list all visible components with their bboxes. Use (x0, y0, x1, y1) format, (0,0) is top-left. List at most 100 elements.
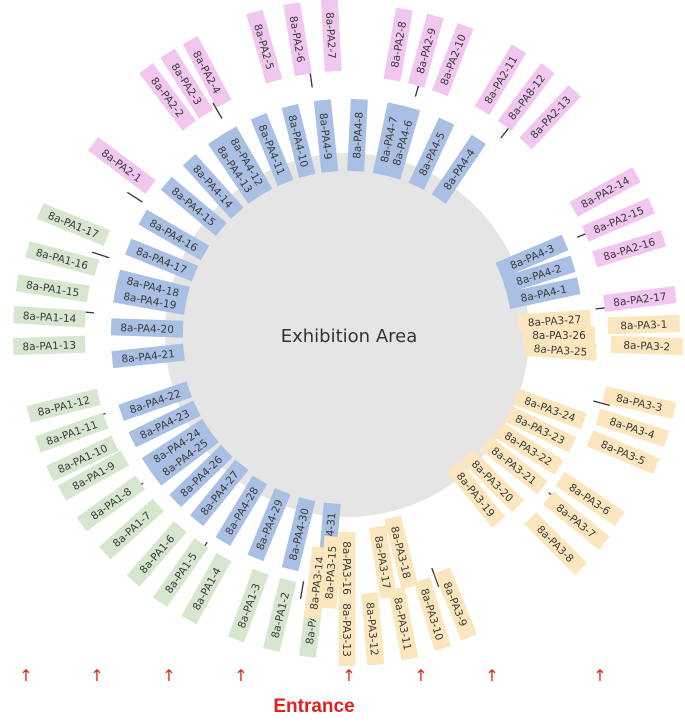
booth: 8a-PA1-16 (25, 241, 100, 277)
booth-box (513, 388, 587, 430)
booth-label: 8a-PA3-2 (623, 340, 670, 354)
booth-box (431, 22, 474, 97)
booth: 8a-PA3-12 (361, 592, 385, 666)
booth-box (434, 567, 477, 641)
entrance-label: Entrance (273, 696, 355, 717)
entrance-arrow-icon: ↑ (234, 666, 248, 685)
booth-box (480, 436, 548, 495)
booth-box (519, 84, 581, 150)
booth-box (493, 422, 564, 475)
booth-box (160, 48, 214, 119)
booth-box (26, 388, 101, 423)
booth: 8a-PA2-7 (320, 0, 342, 72)
booth-box (413, 577, 452, 652)
booth-box (582, 197, 655, 242)
booth-box (13, 306, 87, 328)
booth-box (281, 103, 316, 178)
booth: 8a-PA3-17 (368, 525, 398, 600)
booth-box (384, 105, 421, 180)
booth: 8a-PA3-16 (338, 532, 356, 604)
booth-label: 8a-PA4-21 (121, 348, 176, 366)
booth-box (246, 9, 283, 84)
booth-box (320, 0, 342, 72)
booth-box (263, 578, 297, 652)
booth-box (555, 471, 625, 526)
booth: 8a-PA1-14 (13, 306, 87, 328)
booth-box (125, 238, 199, 282)
booth-box (36, 203, 111, 246)
booth-box (99, 498, 164, 560)
booth-box (361, 592, 385, 666)
booth-label: 8a-PA4-8 (351, 112, 365, 159)
booth: 8a-PA3-2 (610, 335, 684, 356)
divider-line (431, 567, 440, 588)
booth-box (169, 444, 233, 508)
booth-box (189, 459, 249, 527)
booth: 8a-PA1-17 (36, 203, 111, 246)
booth-label: 8a-PA1-6 (138, 533, 178, 577)
booth-box (338, 594, 356, 666)
booth-box (347, 98, 368, 172)
booth-box (215, 475, 268, 546)
booth-box (182, 36, 232, 108)
booth-box (250, 113, 294, 187)
entrance-arrow-icon: ↑ (414, 666, 428, 685)
booth-box (221, 126, 273, 198)
booth-label: 8a-PA1-14 (22, 310, 77, 325)
booth-box (128, 400, 201, 448)
booth-box (181, 552, 232, 625)
booth-box (283, 2, 312, 77)
booth: 8a-PA3-27 (517, 309, 592, 332)
booth-box (523, 326, 595, 344)
entrance-arrow-icon: ↑ (162, 666, 176, 685)
booth-box (501, 255, 576, 294)
booth-box (372, 102, 405, 177)
booth-box (313, 99, 339, 173)
booth-box (338, 532, 356, 604)
booth-box (126, 521, 187, 587)
booth-box (141, 418, 212, 473)
booth-box (542, 491, 610, 550)
divider-line (126, 191, 143, 203)
booth-label: 8a-PA3-26 (532, 330, 586, 342)
booth-box (610, 335, 684, 356)
booth: 8a-PA3-25 (523, 338, 598, 361)
booth-box (138, 209, 210, 261)
booth: 8a-PA4-9 (313, 99, 339, 173)
booth-box (446, 460, 506, 528)
booth-box (228, 568, 269, 643)
booth-label: 8a-PA3-12 (363, 602, 380, 656)
booth-box (461, 449, 525, 513)
booth: 8a-PA1-15 (15, 274, 90, 303)
booth-box (247, 488, 291, 562)
booth: 8a-PA2-6 (283, 2, 312, 77)
booth-box (407, 13, 444, 88)
booth-label: 8a-PA3-8 (534, 523, 576, 565)
booth: 8a-PA4-21 (111, 343, 185, 369)
booth-box (12, 335, 86, 356)
booth: 8a-PA3-1 (607, 314, 681, 335)
booth-box (115, 269, 190, 304)
booth-box (603, 286, 677, 312)
booth-box (76, 475, 146, 532)
booth-label: 8a-PA4-20 (120, 322, 174, 336)
booth-box (153, 538, 209, 607)
entrance-arrow-icon: ↑ (19, 666, 33, 685)
booth-label: 8a-PA2-13 (528, 94, 573, 141)
booth-box (569, 167, 641, 217)
booth-box (319, 535, 342, 609)
booth-box (595, 408, 670, 447)
booth-box (281, 497, 316, 572)
booth-label: 8a-PA1-7 (111, 510, 154, 550)
booth-box (602, 386, 677, 419)
booth-label: 8a-PA3-13 (340, 603, 352, 657)
booth-box (368, 525, 398, 600)
booth-box (57, 450, 130, 501)
booth-box (151, 428, 219, 486)
booth: 8a-PA2-17 (603, 286, 677, 312)
booth-box (517, 309, 592, 332)
booth-box (111, 343, 185, 369)
divider-line (593, 400, 610, 407)
booth: 8a-PA4-8 (347, 98, 368, 172)
